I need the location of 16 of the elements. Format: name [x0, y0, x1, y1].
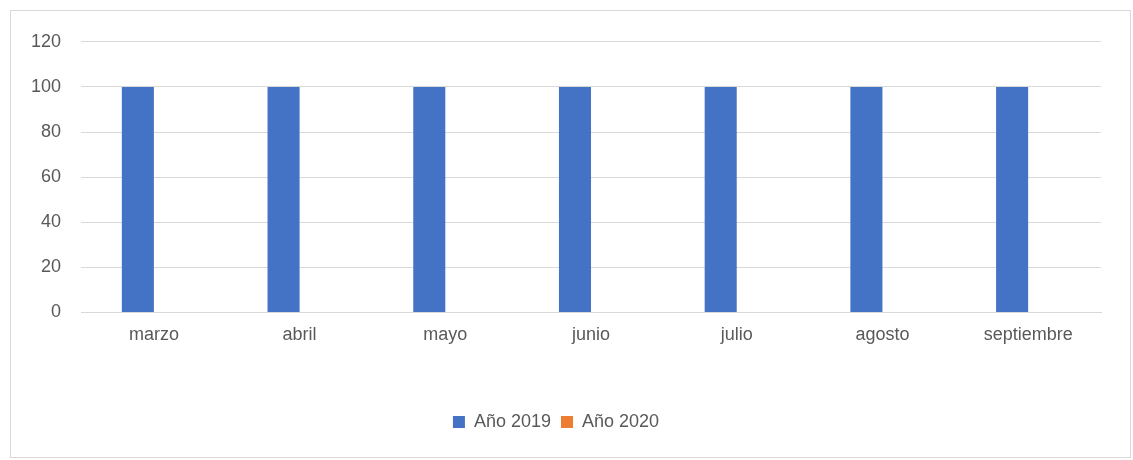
x-tick-label: marzo [128, 324, 179, 345]
x-tick-label: mayo [423, 324, 468, 345]
y-tick-label: 120 [30, 30, 62, 51]
x-tick-label: julio [719, 324, 753, 345]
x-tick-label: abril [282, 324, 317, 345]
legend-label: Año 2020 [582, 410, 660, 431]
y-tick-label: 20 [41, 256, 62, 277]
y-tick-label: 60 [41, 166, 62, 187]
y-tick-label: 0 [51, 301, 62, 322]
y-tick-label: 100 [30, 75, 62, 96]
x-tick-label: junio [571, 324, 611, 345]
x-tick-label: agosto [855, 324, 910, 345]
y-tick-label: 40 [41, 211, 62, 232]
x-tick-label: septiembre [983, 324, 1073, 345]
y-tick-label: 80 [41, 120, 62, 141]
legend-label: Año 2019 [473, 410, 552, 431]
